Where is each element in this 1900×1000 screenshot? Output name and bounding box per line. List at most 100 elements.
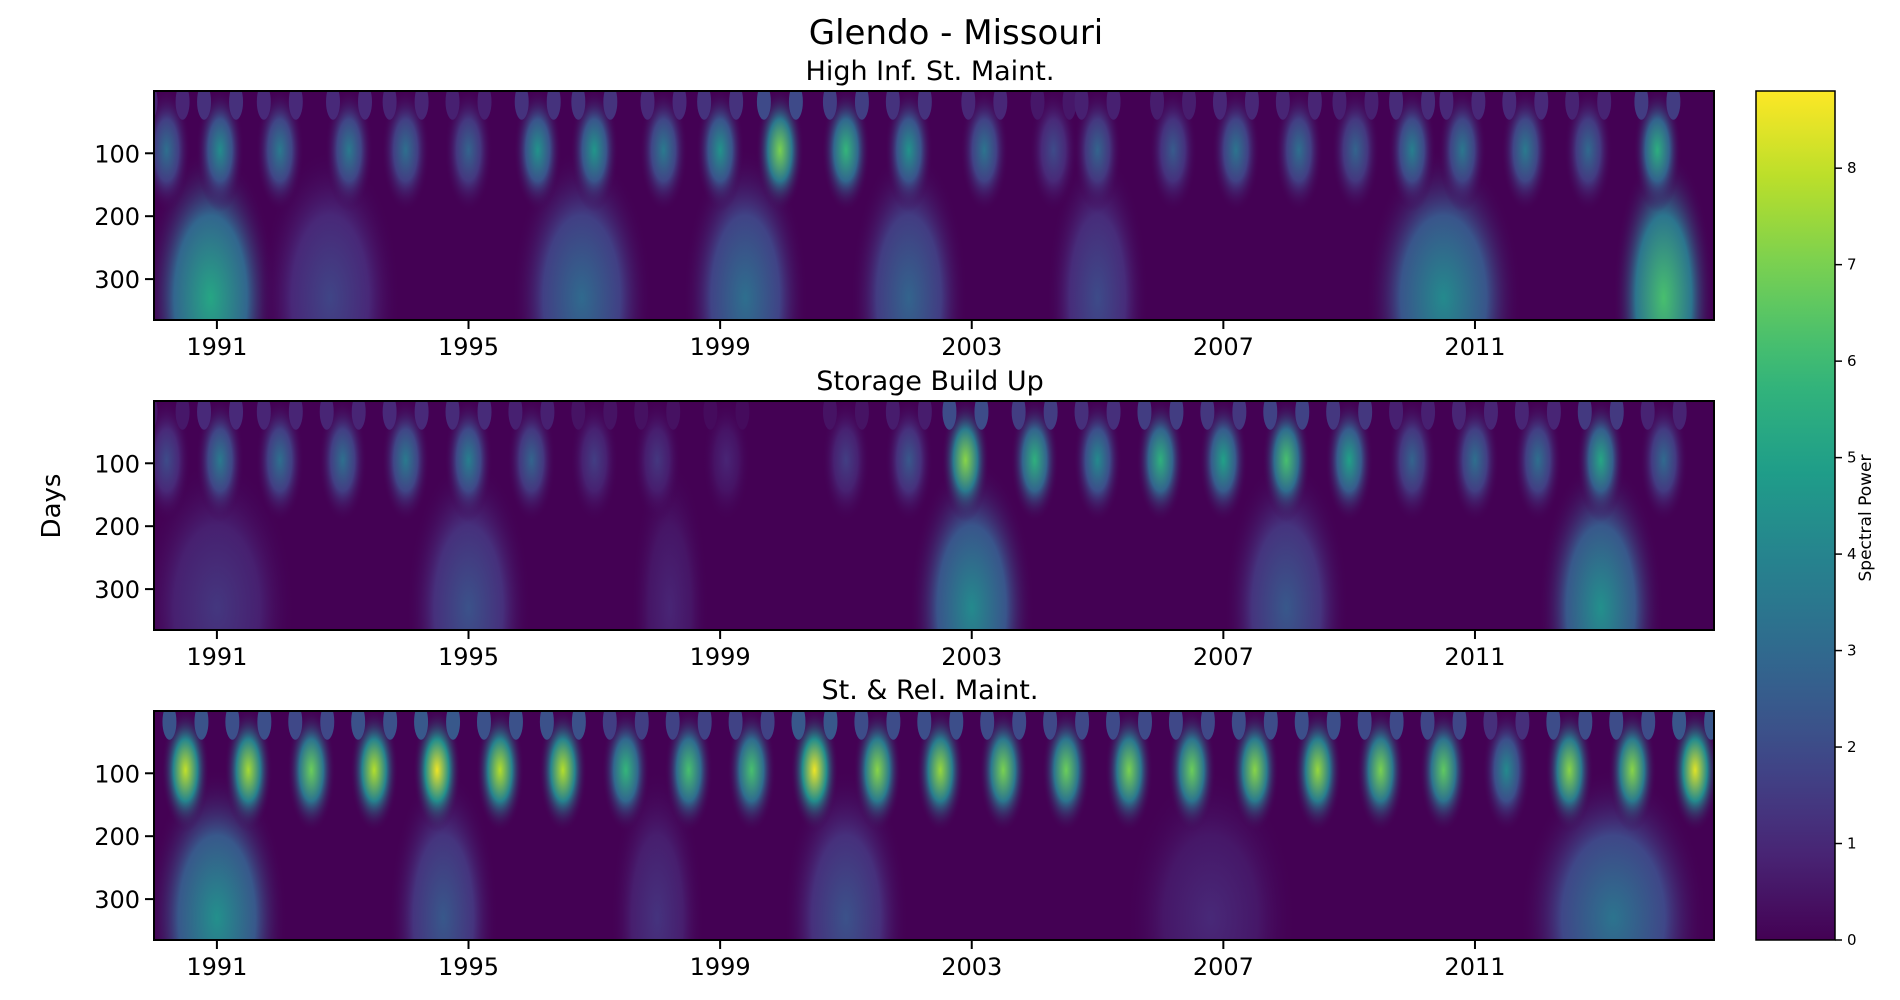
short-period-twig — [229, 91, 244, 120]
short-period-twig — [1672, 711, 1687, 740]
short-period-twig — [288, 401, 303, 430]
short-period-twig — [603, 91, 618, 120]
short-period-twig — [540, 401, 555, 430]
annual-peak — [1211, 91, 1260, 213]
short-period-twig — [1515, 711, 1530, 740]
short-period-twig — [256, 401, 271, 430]
heatmap-cells — [154, 401, 1688, 630]
annual-peak — [381, 401, 430, 523]
panel-title: St. & Rel. Maint. — [822, 675, 1039, 706]
annual-peak — [916, 711, 965, 833]
annual-peak — [325, 91, 373, 213]
short-period-twig — [602, 711, 617, 740]
colorbar: Spectral Power 0 1 2 3 4 5 6 7 8 — [1755, 90, 1876, 949]
short-period-twig — [358, 91, 372, 120]
annual-peak — [633, 401, 682, 523]
short-period-twig — [1672, 401, 1687, 430]
short-period-twig — [885, 91, 900, 120]
annual-peak — [1274, 91, 1323, 213]
annual-peak — [1388, 91, 1437, 213]
short-period-twig — [1043, 711, 1058, 740]
annual-peak — [475, 711, 524, 833]
short-period-twig — [514, 91, 529, 120]
annual-peak — [154, 91, 191, 213]
short-period-twig — [1263, 401, 1278, 430]
short-period-twig — [1704, 711, 1714, 740]
colorbar-label: Spectral Power — [1856, 455, 1876, 582]
short-period-twig — [854, 91, 869, 120]
annual-peak — [1073, 401, 1122, 523]
short-period-twig — [1200, 401, 1215, 430]
short-period-twig — [477, 91, 492, 120]
x-tick-label: 1999 — [690, 953, 751, 981]
short-period-twig — [1452, 711, 1467, 740]
short-period-twig — [1075, 711, 1090, 740]
short-period-twig — [1106, 91, 1121, 120]
annual-peak — [1293, 711, 1342, 833]
y-tick-label: 200 — [94, 823, 140, 851]
short-period-twig — [539, 711, 554, 740]
panel-high-inf: High Inf. St. Maint. 100 200 300 1991 1995 19… — [94, 56, 1715, 361]
x-tick-label: 2007 — [1193, 953, 1254, 981]
short-period-twig — [257, 711, 272, 740]
short-period-twig — [1169, 401, 1184, 430]
x-tick-label: 2011 — [1444, 953, 1505, 981]
short-period-twig — [1439, 91, 1454, 120]
x-tick-label: 2003 — [941, 643, 1002, 671]
short-period-twig — [1546, 401, 1561, 430]
heatmap-plot: 100 200 300 1991 1995 1999 2003 2007 2011 — [94, 710, 1715, 981]
short-period-twig — [1043, 401, 1058, 430]
annual-peak — [853, 711, 902, 833]
y-tick-label: 300 — [94, 886, 140, 914]
short-period-twig — [1641, 711, 1656, 740]
short-period-twig — [1294, 711, 1309, 740]
annual-peak — [1010, 401, 1059, 523]
y-tick-label: 100 — [94, 140, 140, 168]
short-period-twig — [1326, 711, 1341, 740]
short-period-twig — [1074, 91, 1089, 120]
short-period-twig — [1030, 91, 1045, 120]
short-period-twig — [1483, 711, 1498, 740]
annual-peak — [821, 401, 870, 523]
annual-peak — [1325, 401, 1374, 523]
short-period-twig — [383, 711, 398, 740]
annual-peak — [664, 711, 713, 833]
annual-peak — [727, 711, 776, 833]
short-period-twig — [477, 401, 492, 430]
long-period-band — [154, 458, 295, 630]
long-period-band — [1046, 148, 1149, 320]
short-period-twig — [351, 711, 366, 740]
long-period-band — [1538, 458, 1664, 630]
annual-peak — [350, 711, 399, 833]
x-tick-label: 1991 — [186, 643, 247, 671]
annual-peak — [196, 401, 245, 523]
annual-peak — [538, 711, 587, 833]
short-period-twig — [1364, 91, 1379, 120]
short-period-twig — [974, 401, 989, 430]
panel-storage-build-up: Storage Build Up 100 200 300 1991 1995 1999 20… — [94, 366, 1715, 671]
short-period-twig — [729, 91, 744, 120]
short-period-twig — [571, 401, 586, 430]
short-period-twig — [1421, 401, 1436, 430]
annual-peak — [507, 401, 556, 523]
short-period-twig — [1263, 711, 1278, 740]
y-tick-label: 300 — [94, 266, 140, 294]
annual-peak — [255, 91, 304, 213]
colorbar-tick-label: 0 — [1847, 931, 1857, 949]
short-period-twig — [1451, 401, 1466, 430]
x-tick-label: 2011 — [1444, 643, 1505, 671]
annual-peak — [381, 91, 430, 213]
annual-peak — [287, 711, 336, 833]
short-period-twig — [1565, 91, 1580, 120]
annual-peak — [444, 91, 493, 213]
annual-peak — [196, 91, 245, 213]
short-period-twig — [1389, 711, 1404, 740]
plot-frame — [153, 400, 1715, 631]
annual-peak — [884, 91, 933, 213]
short-period-twig — [949, 711, 964, 740]
short-period-twig — [229, 401, 244, 430]
long-period-band — [1223, 458, 1349, 630]
x-tick-label: 1995 — [438, 333, 499, 361]
short-period-twig — [1200, 711, 1215, 740]
x-tick-label: 2003 — [941, 333, 1002, 361]
